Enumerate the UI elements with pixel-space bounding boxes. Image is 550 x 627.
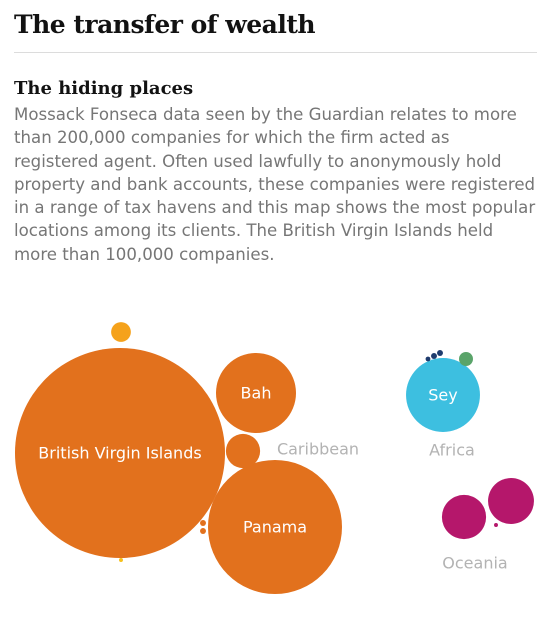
bubble [200,520,206,526]
bubble [111,322,131,342]
bubble [207,459,343,595]
bubble [459,352,473,366]
bubble [406,358,480,432]
bubble [200,528,206,534]
group-label: Africa [429,441,475,460]
bubble [425,356,431,362]
group-label: Oceania [442,554,507,573]
subtitle: The hiding places [14,78,194,99]
bubble-label: Bah [241,384,272,403]
bubble [431,353,437,359]
bubble [14,347,226,559]
bubble [494,523,498,527]
bubble-label: Sey [428,386,457,405]
rule [14,52,537,53]
bubble [488,478,534,524]
bubble-label: British Virgin Islands [38,444,201,463]
description: Mossack Fonseca data seen by the Guardia… [14,105,536,264]
bubble [437,350,443,356]
title: The transfer of wealth [14,10,316,39]
bubble [225,433,261,469]
bubble [119,558,123,562]
bubble [441,494,487,540]
bubble [215,352,297,434]
bubble-label: Panama [243,518,307,537]
group-label: Caribbean [277,440,359,459]
